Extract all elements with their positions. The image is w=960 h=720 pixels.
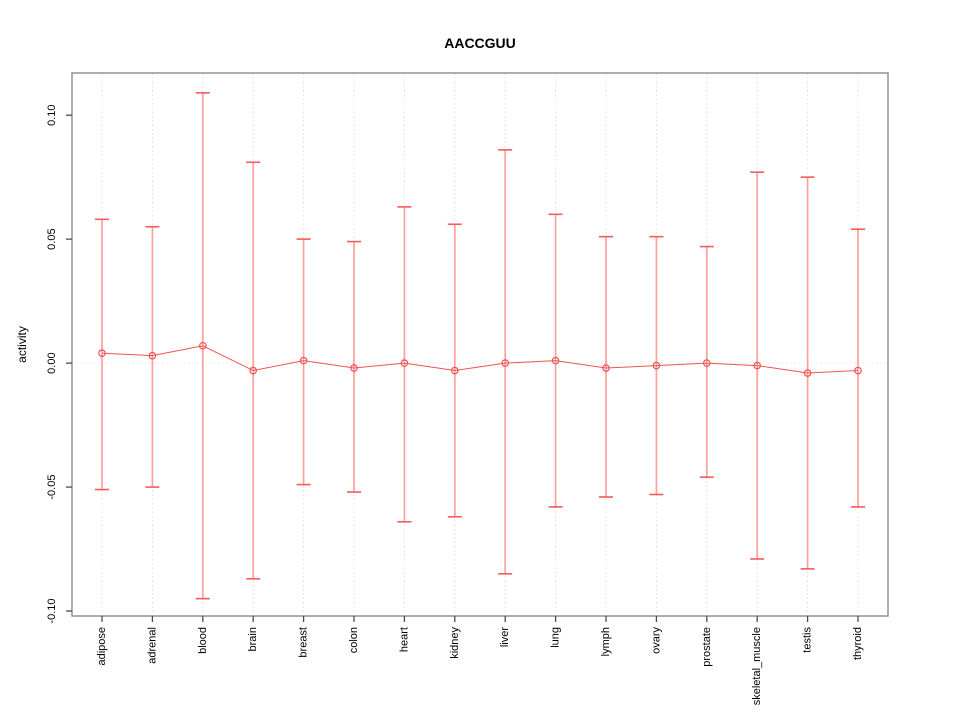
error-bar (296, 238, 311, 486)
error-bar (145, 225, 160, 488)
data-point (652, 361, 661, 370)
data-point (148, 351, 157, 360)
x-tick-label: skeletal_muscle (751, 627, 763, 705)
data-point (199, 341, 207, 350)
error-bar (851, 228, 865, 508)
x-tick-label: ovary (650, 627, 662, 654)
data-point (501, 359, 510, 367)
x-tick-label: brain (247, 627, 259, 651)
y-axis-label: activity (15, 326, 29, 363)
x-tick-label: adrenal (146, 627, 158, 664)
x-tick-label: colon (348, 627, 360, 653)
data-point (299, 356, 308, 365)
y-tick-label: -0.05 (46, 475, 58, 500)
x-tick-label: kidney (449, 627, 461, 659)
data-point (551, 356, 560, 365)
error-bar (397, 206, 412, 523)
y-tick-label: 0.05 (46, 228, 58, 249)
x-tick-label: lung (550, 627, 562, 648)
data-point (249, 366, 258, 375)
data-point (753, 361, 762, 370)
plot-box (71, 72, 889, 617)
x-tick-label: liver (499, 627, 511, 648)
y-tick-label: -0.10 (46, 599, 58, 624)
y-tick-label: 0.10 (46, 104, 58, 125)
data-point (400, 359, 409, 367)
error-bar (699, 245, 714, 478)
error-bar (95, 218, 109, 491)
y-tick-label: 0.00 (46, 352, 58, 373)
x-tick-label: testis (802, 627, 814, 653)
data-point (450, 366, 459, 375)
x-tick-label: breast (298, 627, 310, 658)
data-point (702, 359, 711, 367)
x-tick-label: thyroid (852, 627, 864, 660)
point-connector-line (101, 345, 859, 374)
data-point (803, 369, 812, 377)
x-tick-label: heart (398, 627, 410, 652)
x-tick-label: adipose (96, 627, 108, 666)
x-tick-label: prostate (701, 627, 713, 667)
x-tick-label: lymph (600, 627, 612, 656)
error-bar (498, 149, 513, 575)
x-tick-label: blood (197, 627, 209, 654)
data-point (854, 366, 862, 375)
data-point (350, 364, 358, 372)
data-point (98, 349, 106, 357)
chart-title: AACCGUU (444, 35, 516, 51)
error-bar (347, 240, 361, 493)
error-bar (599, 235, 613, 498)
data-point (602, 364, 610, 372)
